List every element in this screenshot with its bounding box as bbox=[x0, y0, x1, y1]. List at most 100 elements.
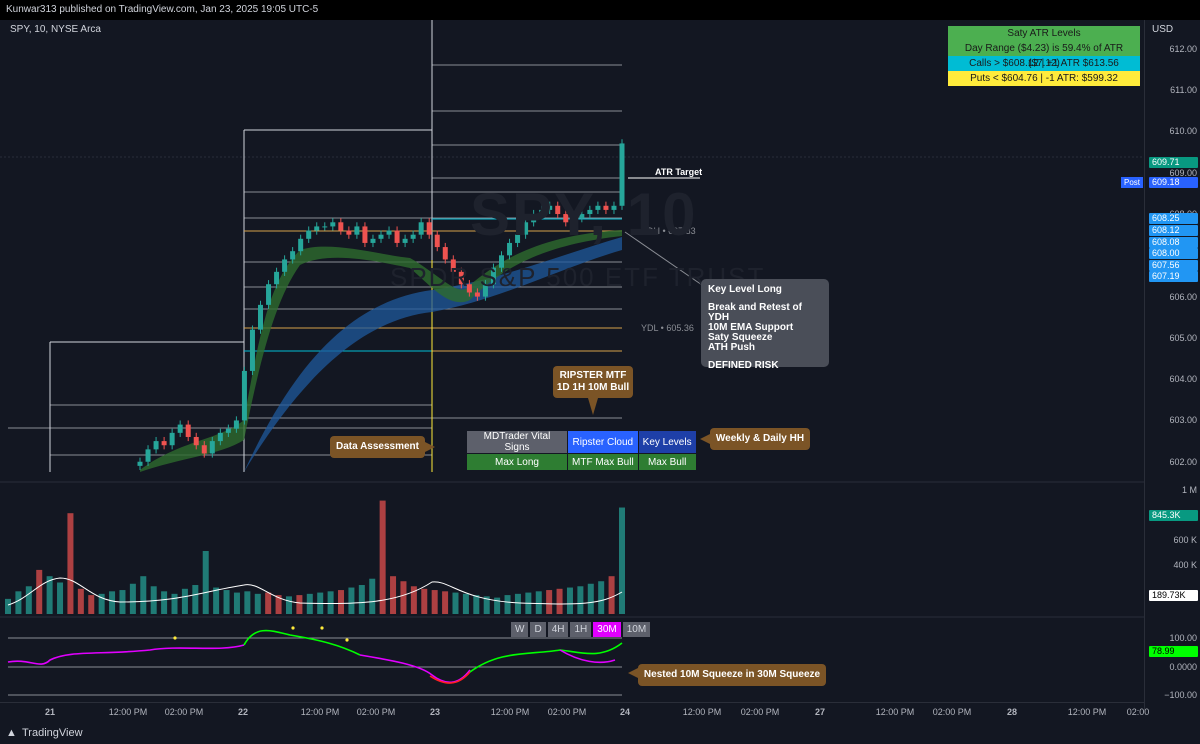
candle-body bbox=[418, 222, 424, 235]
volume-bar bbox=[504, 595, 511, 614]
candle-body bbox=[185, 424, 191, 437]
vital-signs-table: MDTrader Vital Signs Ripster Cloud Key L… bbox=[466, 430, 697, 471]
price-tick-label: 610.00 bbox=[1169, 126, 1197, 137]
candle-body bbox=[282, 259, 288, 272]
vital-header-ripster: Ripster Cloud bbox=[567, 430, 639, 454]
candle-body bbox=[595, 205, 601, 210]
weekly-daily-callout: Weekly & Daily HH bbox=[710, 428, 810, 450]
timeframe-1h[interactable]: 1H bbox=[570, 622, 592, 637]
time-tick-label: 02:00 PM bbox=[356, 707, 396, 717]
price-tick-label: 605.00 bbox=[1169, 332, 1197, 343]
osc-line-red bbox=[429, 671, 471, 684]
volume-bar bbox=[109, 591, 116, 614]
timeframe-w[interactable]: W bbox=[511, 622, 529, 637]
time-tick-label: 02:00 bbox=[1126, 707, 1150, 717]
volume-bar bbox=[150, 586, 157, 614]
volume-bar bbox=[285, 596, 292, 614]
time-tick-label: 23 bbox=[429, 707, 441, 717]
key-level-line-2: 10M EMA Support bbox=[708, 322, 794, 333]
volume-bar bbox=[619, 507, 625, 614]
assessment-pointer bbox=[425, 442, 435, 452]
candle-body bbox=[434, 234, 440, 248]
time-tick-label: 24 bbox=[619, 707, 631, 717]
volume-bar bbox=[431, 590, 438, 614]
timeframe-4h[interactable]: 4H bbox=[547, 622, 569, 637]
timeframe-10m[interactable]: 10M bbox=[622, 622, 651, 637]
timeframe-30m[interactable]: 30M bbox=[593, 622, 621, 637]
candle-body bbox=[386, 230, 392, 235]
candle-body bbox=[209, 441, 215, 454]
volume-bar bbox=[369, 578, 376, 614]
footer-brand[interactable]: TradingView bbox=[22, 727, 83, 739]
volume-average-line bbox=[7, 577, 623, 606]
osc-tick-label: 100.00 bbox=[1169, 633, 1197, 643]
saty-title: Saty ATR Levels bbox=[948, 26, 1140, 41]
key-level-line-4: ATH Push bbox=[708, 342, 756, 353]
volume-bar bbox=[129, 583, 136, 614]
ripster-line-2: 1D 1H 10M Bull bbox=[556, 382, 630, 393]
volume-bar bbox=[514, 593, 521, 614]
vital-header-key-levels: Key Levels bbox=[637, 430, 697, 454]
time-tick-label: 12:00 PM bbox=[108, 707, 148, 717]
candle-body bbox=[619, 143, 625, 206]
volume-bar bbox=[473, 595, 480, 614]
volume-bar bbox=[181, 588, 188, 614]
volume-bar bbox=[327, 591, 334, 614]
candle-body bbox=[490, 267, 496, 285]
time-axis[interactable]: 21 12:00 PM 02:00 PM 22 12:00 PM 02:00 PM 23 12… bbox=[0, 702, 1149, 721]
volume-bar bbox=[442, 591, 449, 614]
data-assessment-callout: Data Assessment bbox=[330, 436, 425, 458]
time-tick-label: 12:00 PM bbox=[300, 707, 340, 717]
volume-bar bbox=[88, 595, 95, 614]
volume-bar bbox=[36, 569, 43, 614]
key-level-title: Key Level Long bbox=[708, 284, 782, 295]
time-tick-label: 12:00 PM bbox=[1067, 707, 1107, 717]
candle-body bbox=[290, 251, 296, 260]
osc-line-magenta bbox=[7, 644, 245, 665]
volume-bar bbox=[140, 576, 147, 614]
volume-bar bbox=[421, 588, 428, 614]
candle-body bbox=[266, 284, 272, 305]
osc-tick-label: −100.00 bbox=[1164, 690, 1197, 700]
price-tag: 608.25 bbox=[1149, 213, 1198, 224]
volume-bar bbox=[577, 586, 584, 614]
volume-bar bbox=[598, 581, 605, 614]
symbol-info[interactable]: SPY, 10, NYSE Arca bbox=[10, 24, 101, 35]
chart-label: YDH • 607.83 bbox=[641, 226, 696, 236]
volume-bar bbox=[202, 551, 209, 614]
time-tick-label: 21 bbox=[44, 707, 56, 717]
timeframe-d[interactable]: D bbox=[530, 622, 546, 637]
time-tick-label: 02:00 PM bbox=[547, 707, 587, 717]
volume-bar bbox=[379, 500, 386, 614]
volume-tick-label: 400 K bbox=[1173, 560, 1197, 570]
key-level-callout: Key Level Long Break and Retest of YDH 1… bbox=[701, 279, 829, 371]
time-tick-label: 12:00 PM bbox=[490, 707, 530, 717]
squeeze-dot bbox=[320, 626, 324, 630]
volume-bar bbox=[566, 587, 573, 614]
price-axis[interactable]: 612.00611.00610.00609.00608.00607.00606.… bbox=[1121, 20, 1200, 710]
tradingview-logo-icon[interactable]: ▲ bbox=[6, 727, 17, 739]
candle-body bbox=[442, 247, 448, 260]
price-tick-label: 609.00 bbox=[1169, 167, 1197, 178]
currency-label[interactable]: USD bbox=[1152, 24, 1174, 35]
candle-body bbox=[402, 238, 408, 243]
time-tick-label: 02:00 PM bbox=[932, 707, 972, 717]
volume-bar bbox=[67, 513, 74, 614]
nested-squeeze-callout: Nested 10M Squeeze in 30M Squeeze bbox=[638, 664, 826, 686]
candle-body bbox=[482, 284, 488, 297]
candle-body bbox=[362, 226, 368, 243]
volume-bar bbox=[25, 586, 32, 614]
candle-body bbox=[458, 271, 464, 285]
candle-body bbox=[515, 234, 521, 243]
volume-bar bbox=[213, 587, 220, 614]
price-chart[interactable]: YDH • 607.83 YDL • 605.36 ATR Target bbox=[0, 0, 1144, 702]
price-tag: 608.00 bbox=[1149, 248, 1198, 259]
candle-body bbox=[225, 428, 231, 433]
volume-bar bbox=[608, 576, 615, 614]
price-tick-label: 611.00 bbox=[1170, 85, 1197, 96]
volume-bar bbox=[98, 593, 105, 614]
candle-body bbox=[241, 370, 247, 421]
osc-line-magenta bbox=[559, 649, 616, 664]
time-tick-label: 02:00 PM bbox=[164, 707, 204, 717]
time-tick-label: 27 bbox=[814, 707, 826, 717]
